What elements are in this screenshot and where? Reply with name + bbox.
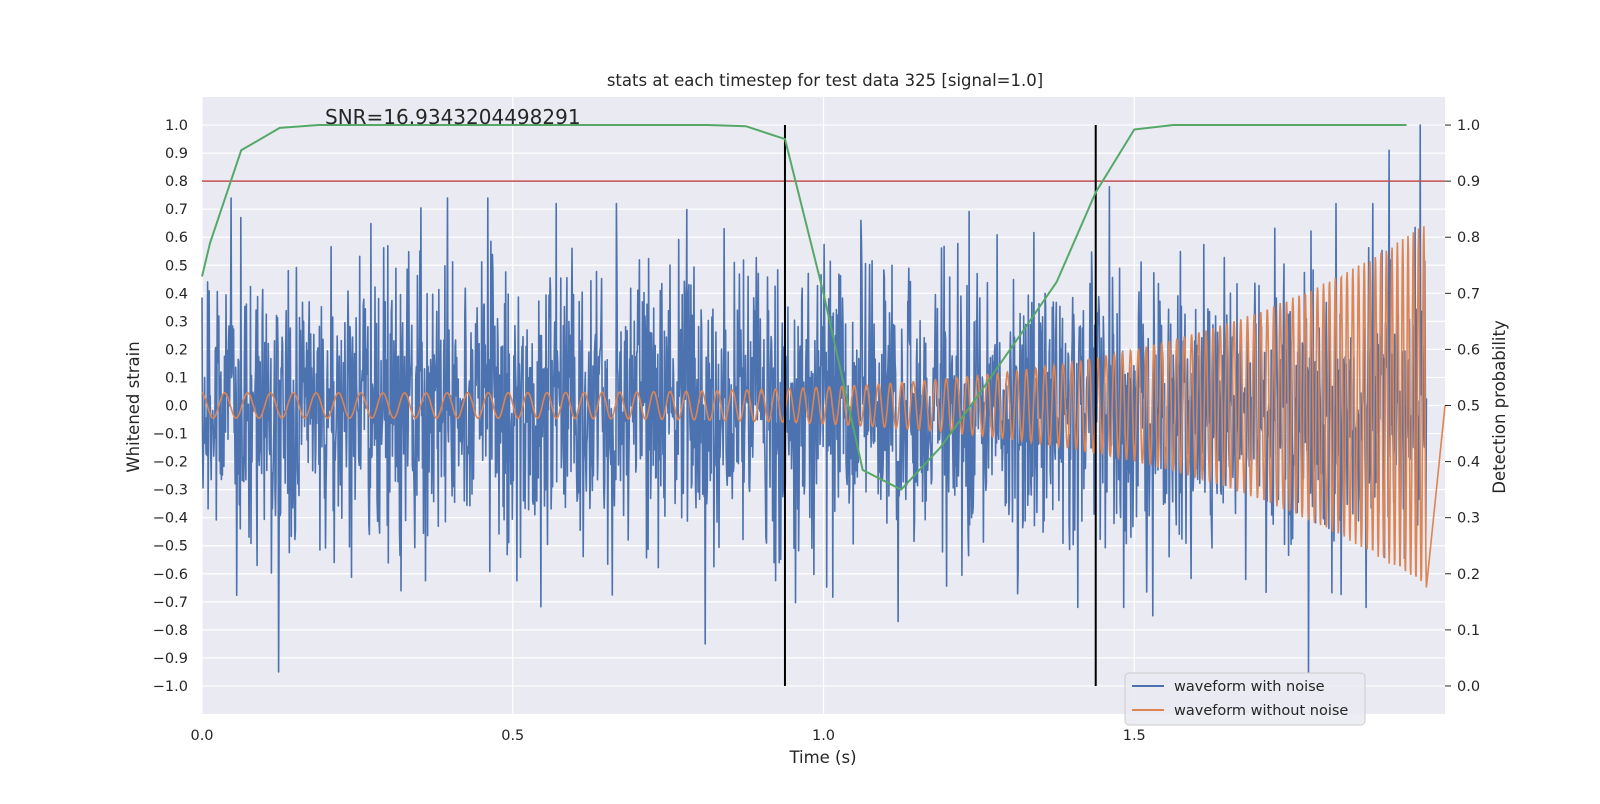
y-tick-label: 0.1 — [165, 370, 188, 386]
legend-box — [1124, 672, 1366, 726]
y-tick-label: −0.4 — [153, 511, 188, 527]
y-tick-label: 0.0 — [165, 399, 188, 415]
y-tick-label: 0.6 — [165, 230, 188, 246]
y-tick-label: 0.5 — [165, 258, 188, 274]
vertical-markers — [783, 125, 1097, 686]
y-axis-label: Whitened strain — [124, 341, 143, 472]
probability-line — [201, 124, 1407, 491]
y-tick-label: 1.0 — [165, 118, 188, 134]
y-tick-label: 0.9 — [165, 146, 188, 162]
y-tick-label: 0.8 — [165, 174, 188, 190]
y2-tick-label: 0.7 — [1457, 286, 1480, 302]
x-tick-label: 0.5 — [501, 728, 524, 744]
y-tick-label: −0.3 — [153, 483, 188, 499]
y2-tick-label: 0.3 — [1457, 511, 1480, 527]
y-axis-right-ticks: 0.0 0.1 0.2 0.3 0.4 0.5 0.6 0.7 0.8 0.9 1.0 — [1445, 118, 1480, 695]
y-axis-left-ticks: −1.0 −0.9 −0.8 −0.7 −0.6 −0.5 −0.4 −0.3 −0.2 −0.1… — [153, 118, 188, 695]
snr-annotation: SNR=16.9343204498291 — [325, 105, 581, 129]
series-waveform-with-noise — [201, 124, 1428, 673]
y2-tick-label: 0.1 — [1457, 623, 1480, 639]
chirp-line — [201, 226, 1446, 588]
y2-tick-label: 0.9 — [1457, 174, 1480, 190]
x-tick-label: 0.0 — [190, 728, 213, 744]
y2-tick-label: 0.2 — [1457, 567, 1480, 583]
x-axis-ticks: 0.0 0.5 1.0 1.5 — [190, 728, 1145, 744]
y2-tick-label: 0.6 — [1457, 342, 1480, 358]
legend-label-waveform-without-noise: waveform without noise — [1174, 703, 1348, 719]
y-tick-label: 0.2 — [165, 342, 188, 358]
y-tick-label: −0.1 — [153, 427, 188, 443]
y-tick-label: 0.3 — [165, 314, 188, 330]
legend-label-waveform-with-noise: waveform with noise — [1174, 679, 1325, 695]
y-tick-label: −0.7 — [153, 595, 188, 611]
y2-tick-label: 0.5 — [1457, 399, 1480, 415]
y-tick-label: −1.0 — [153, 679, 188, 695]
x-tick-label: 1.0 — [812, 728, 835, 744]
y-tick-label: 0.4 — [165, 286, 188, 302]
series-detection-probability — [201, 124, 1407, 491]
y-tick-label: −0.5 — [153, 539, 188, 555]
series-waveform-without-noise — [201, 226, 1446, 588]
chart-title: stats at each timestep for test data 325… — [607, 71, 1043, 90]
y-axis-right-label: Detection probability — [1490, 320, 1509, 494]
x-tick-label: 1.5 — [1123, 728, 1146, 744]
y-tick-label: −0.6 — [153, 567, 188, 583]
noise-line — [201, 124, 1428, 673]
y2-tick-label: 0.8 — [1457, 230, 1480, 246]
x-axis-label: Time (s) — [788, 748, 856, 767]
y2-tick-label: 0.0 — [1457, 679, 1480, 695]
y2-tick-label: 0.4 — [1457, 455, 1480, 471]
y2-tick-label: 1.0 — [1457, 118, 1480, 134]
legend: waveform with noise waveform without noi… — [1124, 672, 1366, 726]
y-tick-label: 0.7 — [165, 202, 188, 218]
y-tick-label: −0.2 — [153, 455, 188, 471]
y-tick-label: −0.9 — [153, 651, 188, 667]
y-tick-label: −0.8 — [153, 623, 188, 639]
